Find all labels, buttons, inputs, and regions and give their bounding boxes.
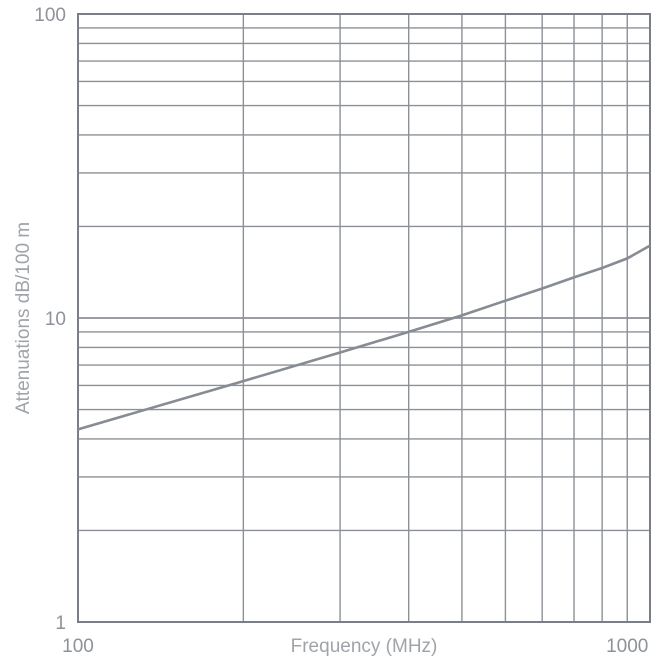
series-line — [77, 244, 651, 431]
series-group — [77, 244, 651, 431]
tick-labels: 1 10 100 100 1000 — [34, 5, 648, 657]
x-tick-label: 1000 — [606, 636, 648, 657]
plot-frame — [77, 13, 651, 623]
y-tick-label: 1 — [55, 613, 66, 634]
y-tick-label: 100 — [34, 5, 66, 26]
y-tick-label: 10 — [45, 309, 66, 330]
grid — [78, 14, 651, 622]
x-axis-label: Frequency (MHz) — [291, 636, 438, 657]
y-axis-label: Attenuations dB/100 m — [13, 222, 34, 414]
x-tick-label: 100 — [62, 636, 94, 657]
